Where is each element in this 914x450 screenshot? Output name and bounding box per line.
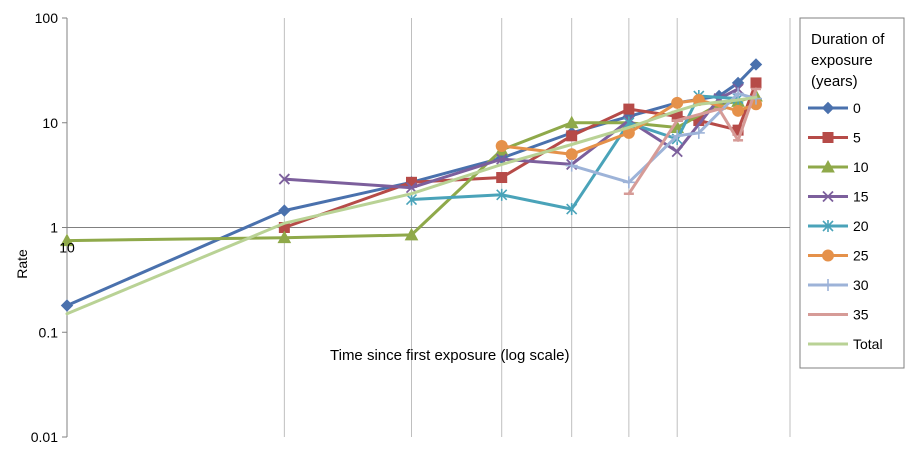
data-point-0 bbox=[278, 204, 291, 217]
data-point-30 bbox=[692, 126, 705, 139]
label-layer: Time since first exposure (log scale) Ra… bbox=[14, 10, 570, 445]
data-point-15-stroke bbox=[496, 153, 508, 165]
data-point-20 bbox=[405, 193, 418, 206]
legend-entry-10: 10 bbox=[808, 159, 869, 175]
legend-entry-15: 15 bbox=[808, 189, 869, 205]
x-axis-title: Time since first exposure (log scale) bbox=[330, 347, 570, 364]
series-30 bbox=[565, 87, 762, 189]
series-35 bbox=[623, 87, 761, 196]
data-point-5 bbox=[750, 77, 762, 89]
data-point-10 bbox=[60, 233, 74, 247]
data-point-15 bbox=[278, 173, 290, 185]
y-tick-label: 1 bbox=[50, 220, 58, 236]
legend-marker bbox=[822, 249, 834, 262]
data-point-30 bbox=[622, 176, 635, 189]
legend-entries: 0 5 10 15 20 25 30 35 Total bbox=[808, 100, 883, 352]
data-point-25 bbox=[495, 139, 508, 152]
data-point-25 bbox=[671, 96, 684, 109]
series-layer bbox=[60, 58, 763, 316]
legend-label: 15 bbox=[853, 189, 869, 205]
legend-box bbox=[799, 17, 905, 369]
data-point-15-stroke bbox=[278, 173, 290, 185]
legend-marker bbox=[821, 159, 835, 173]
y-tick-label: 100 bbox=[35, 10, 59, 26]
data-point-10 bbox=[404, 227, 419, 241]
data-point-15 bbox=[671, 145, 683, 158]
legend-title-line-2: exposure bbox=[811, 52, 873, 69]
data-point-30 bbox=[732, 87, 745, 100]
data-point-20 bbox=[566, 203, 578, 216]
legend-label: 25 bbox=[853, 248, 869, 264]
legend-label: 0 bbox=[853, 100, 861, 116]
legend-label: 10 bbox=[853, 159, 869, 175]
y-tick-label: 0.01 bbox=[31, 429, 58, 445]
data-point-0 bbox=[749, 58, 763, 71]
series-total bbox=[65, 95, 758, 316]
y-axis-title: Rate bbox=[14, 249, 30, 279]
legend-marker bbox=[822, 190, 834, 203]
data-point-20 bbox=[496, 188, 508, 201]
data-point-10 bbox=[564, 115, 579, 129]
series-5 bbox=[278, 77, 762, 233]
legend-entry-20: 20 bbox=[808, 218, 869, 234]
series-25 bbox=[495, 93, 762, 161]
legend-marker-stroke bbox=[822, 190, 834, 203]
data-point-15-stroke bbox=[671, 145, 683, 158]
legend-marker bbox=[822, 132, 834, 143]
data-point-15-stroke bbox=[405, 182, 418, 194]
data-point-25 bbox=[565, 148, 578, 161]
legend-label: 5 bbox=[853, 130, 861, 146]
legend-marker bbox=[822, 279, 834, 291]
legend-title-line-1: Duration of bbox=[811, 31, 885, 48]
legend-title-line-3: (years) bbox=[811, 73, 858, 90]
legend-label: 20 bbox=[853, 218, 869, 234]
data-point-15 bbox=[405, 182, 418, 194]
data-point-10 bbox=[277, 230, 292, 244]
data-point-5 bbox=[496, 172, 508, 184]
data-point-5 bbox=[623, 103, 635, 115]
legend-entry-35: 35 bbox=[808, 307, 869, 323]
axis-layer bbox=[62, 17, 790, 438]
legend-label: 35 bbox=[853, 307, 869, 323]
series-line-0 bbox=[65, 63, 758, 307]
y-tick-label: 0.1 bbox=[39, 324, 59, 340]
series-line-30 bbox=[570, 92, 758, 184]
legend-label: Total bbox=[853, 336, 883, 352]
legend-marker bbox=[822, 220, 834, 232]
data-point-5 bbox=[566, 130, 578, 142]
data-point-25 bbox=[732, 104, 745, 117]
legend-marker bbox=[821, 101, 835, 115]
y-tick-label: 10 bbox=[42, 115, 58, 131]
legend-entry-0: 0 bbox=[808, 100, 861, 116]
legend-entry-25: 25 bbox=[808, 248, 869, 264]
series-line-total bbox=[65, 95, 758, 316]
legend-label: 30 bbox=[853, 277, 869, 293]
legend: Duration of exposure (years) 0 5 10 15 20 25 3… bbox=[799, 17, 905, 369]
x-tick-label: 10 bbox=[59, 240, 75, 256]
data-point-0 bbox=[60, 299, 74, 312]
legend-entry-5: 5 bbox=[808, 130, 861, 146]
legend-entry-total: Total bbox=[808, 336, 883, 352]
data-point-30 bbox=[565, 159, 578, 172]
data-point-30 bbox=[671, 129, 684, 142]
legend-entry-30: 30 bbox=[808, 277, 869, 293]
